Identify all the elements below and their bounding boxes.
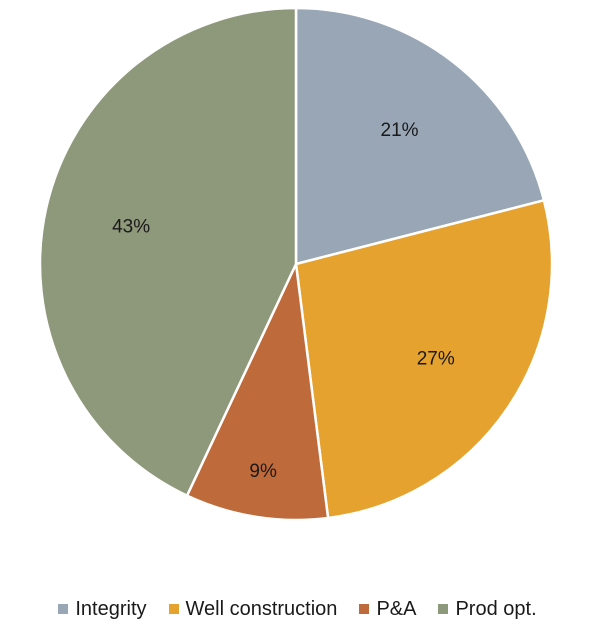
pie-slice-prod-opt	[38, 6, 298, 497]
data-label-panda: 9%	[249, 461, 277, 482]
legend-label: Well construction	[185, 597, 338, 620]
legend-item-integrity: Integrity	[58, 597, 147, 621]
legend-swatch	[58, 604, 69, 614]
pie-chart: 21% 27% 9% 43%	[38, 6, 554, 522]
pie-slice-panda	[185, 262, 330, 522]
pie-slice-integrity	[294, 6, 546, 266]
data-label-well-construction: 27%	[417, 348, 455, 369]
legend-swatch	[359, 604, 370, 614]
legend: Integrity Well construction P&A Prod opt.	[0, 595, 595, 623]
legend-swatch	[438, 604, 449, 614]
data-label-integrity: 21%	[381, 120, 419, 141]
pie-labels: 21% 27% 9% 43%	[112, 120, 455, 482]
legend-item-well-construction: Well construction	[168, 597, 338, 621]
legend-item-panda: P&A	[359, 598, 416, 621]
legend-label: Prod opt.	[455, 597, 537, 620]
data-label-prod-opt: 43%	[112, 217, 150, 238]
legend-item-prod-opt: Prod opt.	[438, 597, 537, 621]
pie-slices	[38, 6, 554, 522]
legend-label: Integrity	[75, 597, 147, 620]
pie-slice-well-construction	[294, 199, 554, 520]
legend-swatch	[168, 604, 179, 614]
legend-label: P&A	[376, 597, 417, 620]
